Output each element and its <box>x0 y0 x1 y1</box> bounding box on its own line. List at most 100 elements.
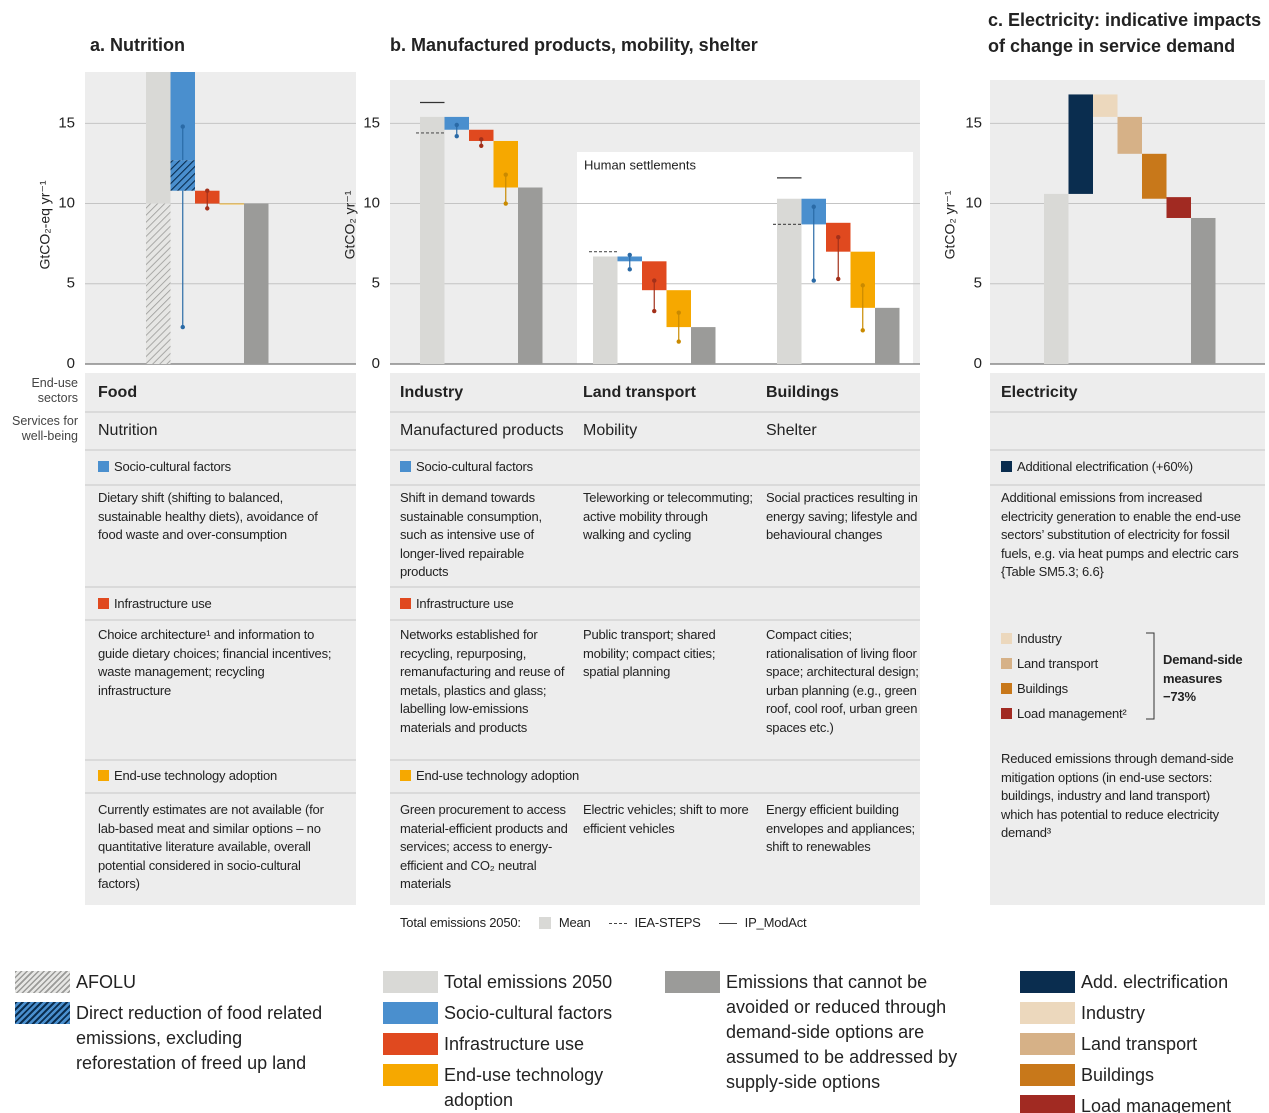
legend-item: Total emissions 2050 <box>383 970 634 995</box>
section-swatch <box>98 598 109 609</box>
section-swatch <box>400 770 411 781</box>
measures-bracket <box>1146 632 1155 720</box>
legend-item: Direct reduction of food related emissio… <box>15 1001 326 1076</box>
bar <box>518 187 543 364</box>
section-text: Electric vehicles; shift to more efficie… <box>583 802 749 836</box>
legend-swatch <box>15 1002 70 1024</box>
section-swatch <box>400 461 411 472</box>
legend-label: Total emissions 2050: <box>400 915 521 930</box>
section-header: Socio-cultural factors <box>400 458 533 477</box>
section-header: End-use technology adoption <box>400 767 579 786</box>
legend-item: Land transport <box>1020 1032 1269 1057</box>
legend-text: Emissions that cannot be avoided or redu… <box>726 972 958 1092</box>
hatched-bar <box>146 203 171 364</box>
box-label: Human settlements <box>584 157 696 172</box>
legend-swatch <box>383 971 438 993</box>
whisker-end <box>811 204 816 209</box>
legend-text: IEA-STEPS <box>634 915 701 930</box>
measure-name: Load management² <box>1017 706 1127 721</box>
legend-text: Buildings <box>1081 1065 1155 1085</box>
table-background <box>390 373 920 905</box>
legend-swatch <box>1020 971 1075 993</box>
sector-label: Electricity <box>1001 384 1078 401</box>
section-swatch <box>98 461 109 472</box>
row-header: Services for well-being <box>12 414 78 443</box>
y-axis-title: GtCO₂-eq yr⁻¹ <box>37 180 53 269</box>
legend-item: Industry <box>1020 1001 1269 1026</box>
bar <box>691 327 716 364</box>
whisker-end <box>503 172 508 177</box>
legend-text: Infrastructure use <box>444 1034 585 1054</box>
legend-swatch <box>1020 1002 1075 1024</box>
section-text: Energy efficient building envelopes and … <box>766 802 915 854</box>
whisker-end <box>652 278 657 283</box>
section-text: Social practices resulting in energy sav… <box>766 490 918 542</box>
legend: Emissions that cannot be avoided or redu… <box>665 970 966 1095</box>
emissions-legend: Total emissions 2050: Mean IEA-STEPS IP_Mod… <box>400 914 807 933</box>
y-tick-label: 10 <box>58 195 75 212</box>
service-label: Mobility <box>583 422 638 439</box>
section-text: Shift in demand towards sustainable cons… <box>400 490 542 579</box>
sector-label: Buildings <box>766 384 839 401</box>
legend-swatch <box>383 1033 438 1055</box>
chart-title: c. Electricity: indicative impacts of ch… <box>988 10 1262 56</box>
hatched-bar <box>170 160 195 191</box>
bar <box>1093 94 1118 117</box>
whisker-end <box>836 276 841 282</box>
whisker-end <box>652 308 657 314</box>
section-text: Networks established for recycling, repu… <box>400 627 565 735</box>
chart-title: a. Nutrition <box>90 35 185 55</box>
section-swatch <box>400 598 411 609</box>
bar <box>420 116 445 364</box>
legend-key <box>718 922 737 924</box>
y-tick-label: 0 <box>372 355 380 372</box>
measure-item: Buildings <box>1001 680 1068 699</box>
bar <box>469 129 494 141</box>
legend-item: AFOLU <box>15 970 326 995</box>
chart-title: b. Manufactured products, mobility, shel… <box>390 35 758 55</box>
legend-text: Mean <box>558 915 591 930</box>
bar <box>244 203 269 364</box>
whisker-end <box>479 143 484 148</box>
bar <box>1191 217 1216 364</box>
whisker-end <box>180 124 185 129</box>
measure-item: Land transport <box>1001 655 1098 674</box>
section-header: Infrastructure use <box>400 595 514 614</box>
whisker-end <box>860 328 865 333</box>
legend-swatch <box>1020 1064 1075 1086</box>
legend-item: End-use technology adoption <box>383 1063 634 1113</box>
y-tick-label: 15 <box>965 114 982 131</box>
measure-name: Buildings <box>1017 681 1068 696</box>
measure-swatch <box>1001 658 1012 669</box>
whisker-end <box>627 267 632 272</box>
section-text: Teleworking or telecommuting; active mob… <box>583 490 753 542</box>
legend-swatch <box>1020 1033 1075 1055</box>
section-text: Reduced emissions through demand-side mi… <box>1001 751 1234 840</box>
legend-text: Industry <box>1081 1003 1146 1023</box>
row-header: End-use sectors <box>31 376 78 405</box>
section-header: Socio-cultural factors <box>98 458 231 477</box>
section-title: Socio-cultural factors <box>416 459 533 474</box>
section-title: Infrastructure use <box>416 596 514 611</box>
legend-text: Total emissions 2050 <box>444 972 613 992</box>
y-tick-label: 0 <box>974 355 982 372</box>
legend-item: Buildings <box>1020 1063 1269 1088</box>
whisker-end <box>454 122 459 128</box>
measure-swatch <box>1001 708 1012 719</box>
section-swatch <box>1001 461 1012 472</box>
whisker-end <box>676 310 681 315</box>
legend-item: Infrastructure use <box>383 1032 634 1057</box>
bar <box>1044 193 1069 364</box>
whisker-end <box>454 133 459 139</box>
section-text: Green procurement to access material-eff… <box>400 802 568 891</box>
y-tick-label: 15 <box>363 114 380 131</box>
bar <box>1166 197 1191 218</box>
measure-swatch <box>1001 683 1012 694</box>
section-header: End-use technology adoption <box>98 767 277 786</box>
bar <box>1142 153 1167 199</box>
bar <box>1068 94 1093 194</box>
section-text: Compact cities; rationalisation of livin… <box>766 627 919 735</box>
whisker-end <box>860 283 865 288</box>
bar <box>593 256 618 364</box>
